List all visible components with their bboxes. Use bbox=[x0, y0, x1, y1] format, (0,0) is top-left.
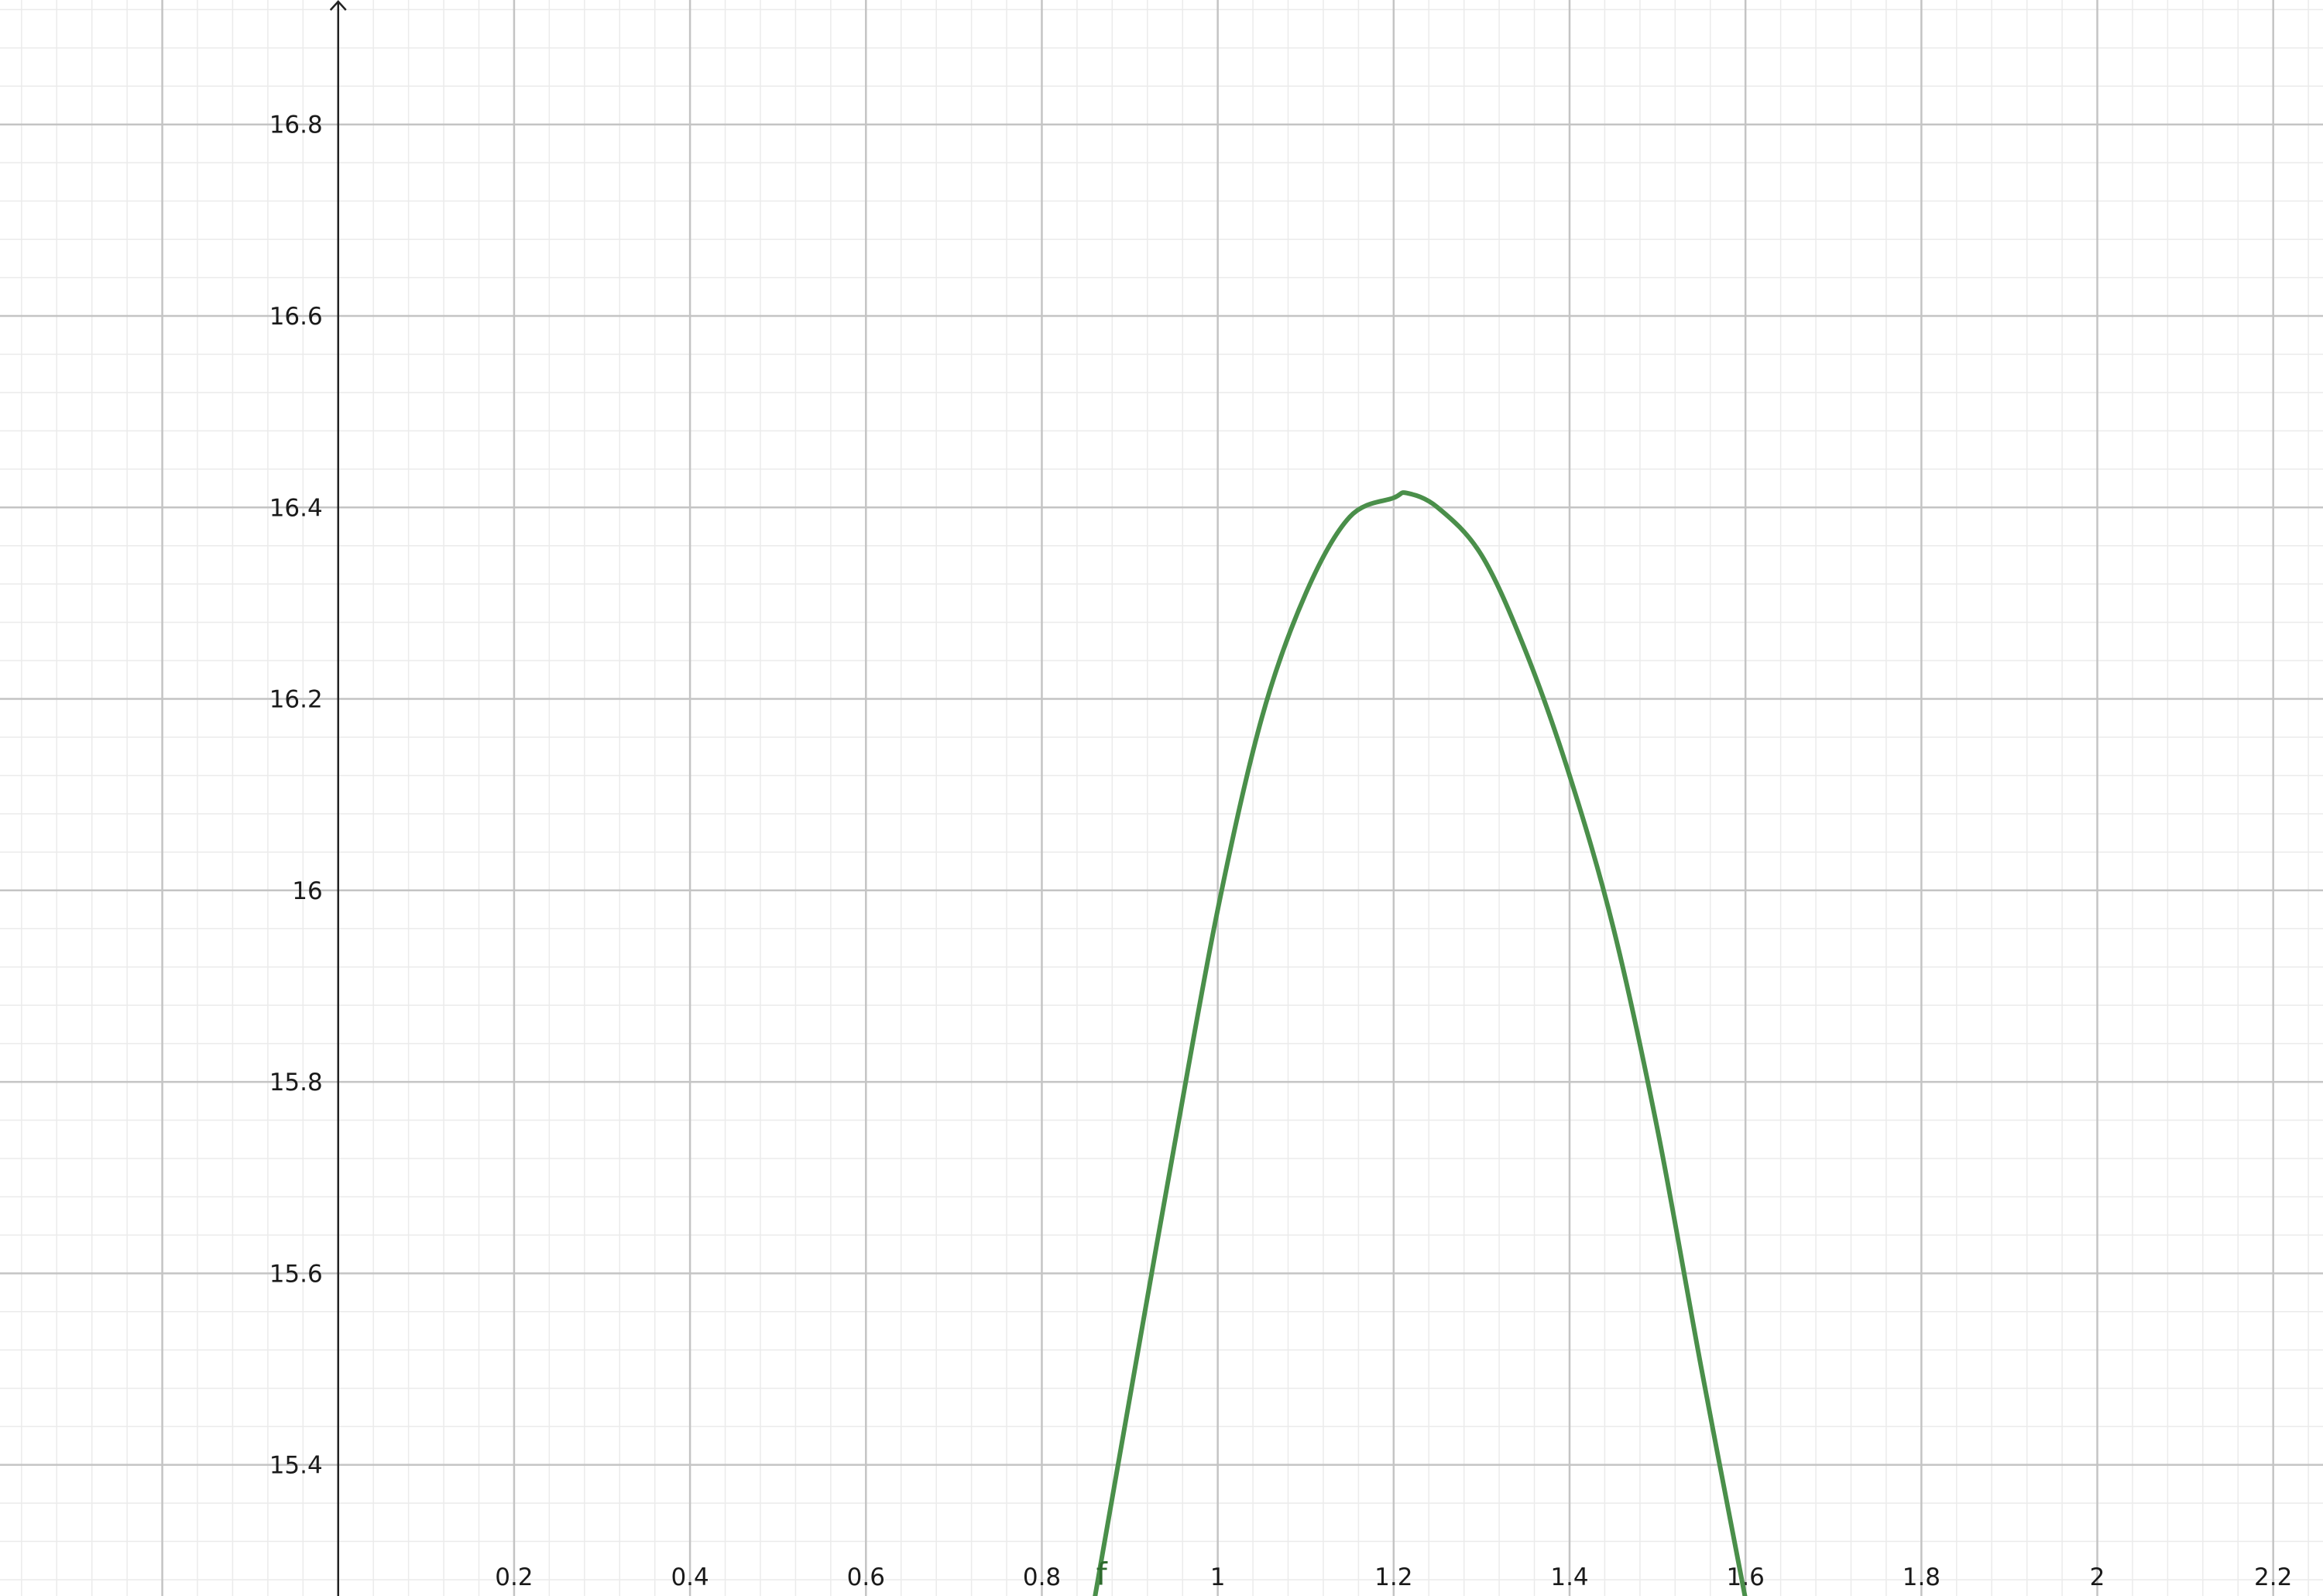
x-tick-label: 0.8 bbox=[1023, 1563, 1061, 1591]
x-tick-label: 1 bbox=[1210, 1563, 1226, 1591]
series-line-f bbox=[1093, 490, 1748, 1596]
y-tick-labels: 15.4 15.6 15.8 16 16.2 16.4 16.6 16.8 bbox=[269, 112, 323, 1480]
y-tick-label: 15.6 bbox=[269, 1260, 323, 1288]
x-tick-label: 0.6 bbox=[847, 1563, 885, 1591]
x-tick-label: 0.2 bbox=[495, 1563, 533, 1591]
y-tick-label: 16.4 bbox=[269, 494, 323, 522]
x-tick-label: 1.4 bbox=[1550, 1563, 1588, 1591]
series-label-f: f bbox=[1096, 1557, 1108, 1593]
series-layer: f bbox=[1093, 490, 1748, 1596]
y-tick-label: 15.4 bbox=[269, 1452, 323, 1480]
axes bbox=[329, 0, 347, 1596]
x-tick-label: 0.4 bbox=[671, 1563, 709, 1591]
x-tick-label: 1.2 bbox=[1374, 1563, 1412, 1591]
y-axis-arrow-icon bbox=[329, 0, 347, 11]
y-tick-label: 16.2 bbox=[269, 686, 323, 714]
y-tick-label: 16.6 bbox=[269, 303, 323, 331]
y-tick-label: 15.8 bbox=[269, 1069, 323, 1097]
y-tick-label: 16.8 bbox=[269, 112, 323, 139]
x-tick-labels: 0.2 0.4 0.6 0.8 1 1.2 1.4 1.6 1.8 2 2.2 bbox=[495, 1563, 2292, 1591]
x-tick-label: 2 bbox=[2090, 1563, 2105, 1591]
y-tick-label: 16 bbox=[292, 877, 322, 905]
x-tick-label: 1.8 bbox=[1903, 1563, 1940, 1591]
x-tick-label: 2.2 bbox=[2254, 1563, 2292, 1591]
